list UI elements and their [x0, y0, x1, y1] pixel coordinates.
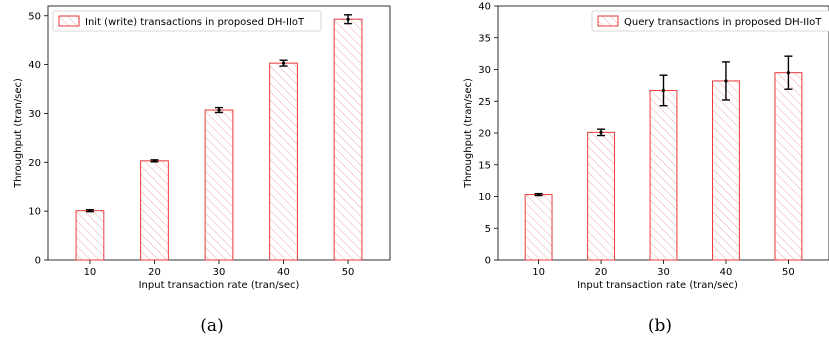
legend-label: Init (write) transactions in proposed DH… — [85, 17, 305, 28]
legend-label: Query transactions in proposed DH-IIoT — [624, 17, 822, 28]
y-tick-label: 30 — [28, 109, 41, 120]
y-tick-label: 5 — [485, 224, 491, 235]
chart-b: 10 20 30 40 50 0 5 10 15 20 25 30 35 40 Input transact… — [463, 2, 829, 336]
x-tick-label: 10 — [532, 267, 545, 278]
bar-30 — [649, 89, 678, 261]
bar-50 — [333, 18, 363, 261]
y-tick-label: 40 — [478, 2, 491, 13]
x-axis-label: Input transaction rate (tran/sec) — [139, 280, 300, 291]
mean-point-30 — [217, 108, 221, 112]
chart-a: 10 20 30 40 50 0 10 20 30 40 50 Input transaction r… — [13, 5, 391, 336]
mean-point-40 — [281, 61, 286, 65]
legend-box — [52, 10, 322, 32]
mean-point-10 — [536, 192, 541, 197]
mean-point-30 — [661, 88, 666, 93]
y-tick-label: 10 — [478, 192, 491, 203]
mean-point-50 — [346, 17, 350, 21]
subfigure-caption: (b) — [648, 316, 672, 336]
legend-box — [591, 10, 829, 32]
legend-swatch — [597, 15, 619, 27]
y-tick-label: 10 — [28, 207, 41, 218]
x-tick-label: 50 — [782, 267, 795, 278]
y-tick-label: 20 — [478, 129, 491, 140]
x-tick-label: 40 — [720, 267, 733, 278]
y-tick-label: 0 — [35, 256, 41, 267]
x-tick-label: 30 — [657, 267, 670, 278]
x-tick-label: 10 — [84, 267, 97, 278]
y-axis-label: Throughput (tran/sec) — [463, 78, 474, 189]
bar-20 — [587, 131, 615, 261]
mean-point-20 — [152, 159, 157, 163]
x-tick-label: 20 — [595, 267, 608, 278]
x-tick-label: 20 — [148, 267, 161, 278]
y-tick-label: 35 — [478, 33, 491, 44]
y-axis-label: Throughput (tran/sec) — [13, 78, 24, 189]
y-tick-label: 25 — [478, 97, 491, 108]
bar-40 — [269, 62, 298, 261]
y-tick-label: 40 — [28, 60, 41, 71]
x-tick-label: 50 — [342, 267, 355, 278]
x-tick-label: 40 — [277, 267, 290, 278]
y-tick-label: 15 — [478, 160, 491, 171]
y-tick-label: 50 — [28, 11, 41, 22]
x-axis-label: Input transaction rate (tran/sec) — [577, 280, 738, 291]
bar-50 — [774, 72, 803, 261]
bar-40 — [712, 80, 740, 261]
mean-point-10 — [88, 209, 92, 213]
y-tick-label: 0 — [485, 256, 491, 267]
mean-point-40 — [724, 79, 728, 83]
legend-swatch — [58, 15, 80, 27]
x-tick-label: 30 — [213, 267, 226, 278]
mean-point-20 — [599, 130, 603, 134]
bar-10 — [524, 194, 553, 261]
mean-point-50 — [786, 71, 791, 75]
subfigure-caption: (a) — [200, 316, 223, 336]
y-tick-label: 20 — [28, 158, 41, 169]
bar-10 — [75, 210, 105, 261]
y-tick-label: 30 — [478, 65, 491, 76]
bar-20 — [140, 160, 169, 261]
bar-30 — [204, 109, 234, 261]
